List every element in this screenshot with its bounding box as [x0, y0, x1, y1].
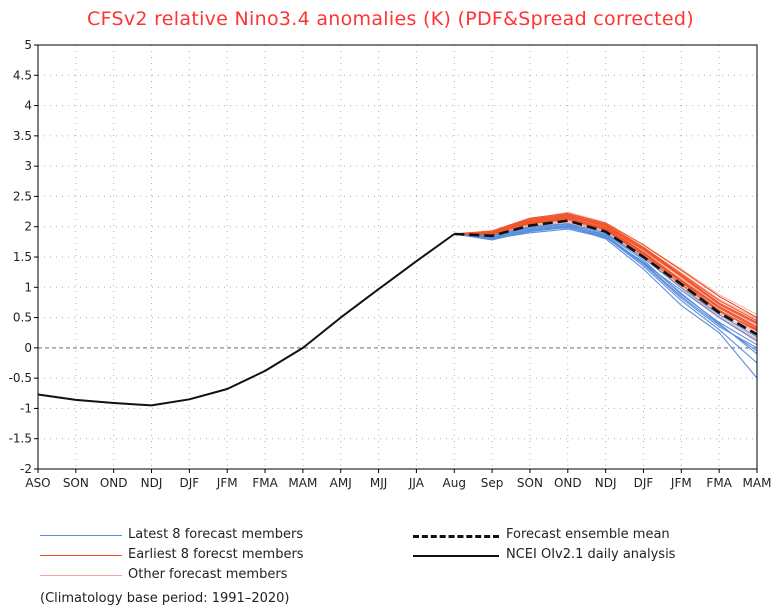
- legend-label-other: Other forecast members: [128, 567, 288, 582]
- y-tick-label: -2: [20, 462, 32, 476]
- legend-swatch-observed: [413, 555, 499, 557]
- latest-member-line: [454, 224, 758, 346]
- y-tick-label: 4: [24, 99, 32, 113]
- earliest-member-line: [454, 212, 758, 319]
- y-tick-label: 0.5: [13, 311, 32, 325]
- x-tick-label: NDJ: [141, 476, 163, 490]
- observed-line: [37, 233, 455, 407]
- x-tick-label: ASO: [25, 476, 50, 490]
- y-tick-label: -1.5: [9, 432, 32, 446]
- y-tick-label: -0.5: [9, 371, 32, 385]
- grid-layer: [38, 45, 757, 469]
- legend-label-latest: Latest 8 forecast members: [128, 527, 304, 542]
- x-tick-label: DJF: [634, 476, 654, 490]
- latest-member-line: [454, 223, 758, 338]
- x-tick-label: JFM: [216, 476, 238, 490]
- y-tick-label: 2.5: [13, 189, 32, 203]
- x-tick-label: DJF: [180, 476, 200, 490]
- latest-member-line: [454, 227, 758, 349]
- x-tick-label: MJJ: [370, 476, 387, 490]
- x-tick-label: Sep: [481, 476, 504, 490]
- legend-swatch-earliest: [40, 555, 122, 556]
- y-tick-label: 1.5: [13, 250, 32, 264]
- legend-label-observed: NCEI OIv2.1 daily analysis: [506, 547, 676, 562]
- ensemble-mean-line: [454, 219, 758, 336]
- x-tick-label: FMA: [706, 476, 732, 490]
- x-tick-label: AMJ: [330, 476, 352, 490]
- legend-swatch-other: [40, 575, 122, 576]
- earliest-member-line: [454, 214, 758, 323]
- x-tick-label: OND: [100, 476, 128, 490]
- latest-member-line: [454, 226, 758, 364]
- chart-title: CFSv2 relative Nino3.4 anomalies (K) (PD…: [87, 8, 694, 30]
- latest-member-line: [454, 225, 758, 352]
- earliest-member-line: [454, 217, 758, 330]
- legend-swatch-mean: [413, 535, 499, 538]
- x-tick-label: JJA: [408, 476, 425, 490]
- main-lines-layer: [37, 219, 758, 407]
- x-tick-label: MAM: [288, 476, 317, 490]
- x-tick-label: FMA: [252, 476, 278, 490]
- legend-swatch-latest: [40, 535, 122, 536]
- x-tick-label: SON: [517, 476, 543, 490]
- forecast-members-layer: [454, 211, 758, 379]
- x-tick-label: NDJ: [595, 476, 617, 490]
- y-tick-label: 5: [24, 38, 32, 52]
- legend-label-mean: Forecast ensemble mean: [506, 527, 670, 542]
- y-tick-label: 3: [24, 159, 32, 173]
- y-tick-label: 2: [24, 220, 32, 234]
- y-tick-label: 1: [24, 280, 32, 294]
- y-tick-label: 0: [24, 341, 32, 355]
- x-tick-label: MAM: [743, 476, 772, 490]
- x-tick-label: Aug: [443, 476, 466, 490]
- latest-member-line: [454, 223, 758, 342]
- y-tick-label: -1: [20, 401, 32, 415]
- earliest-member-line: [454, 214, 758, 322]
- y-tick-label: 4.5: [13, 68, 32, 82]
- x-tick-label: SON: [63, 476, 89, 490]
- climatology-footnote: (Climatology base period: 1991–2020): [40, 591, 290, 606]
- y-tick-label: 3.5: [13, 129, 32, 143]
- legend-label-earliest: Earliest 8 forecst members: [128, 547, 304, 562]
- x-tick-label: JFM: [670, 476, 692, 490]
- x-tick-label: OND: [554, 476, 582, 490]
